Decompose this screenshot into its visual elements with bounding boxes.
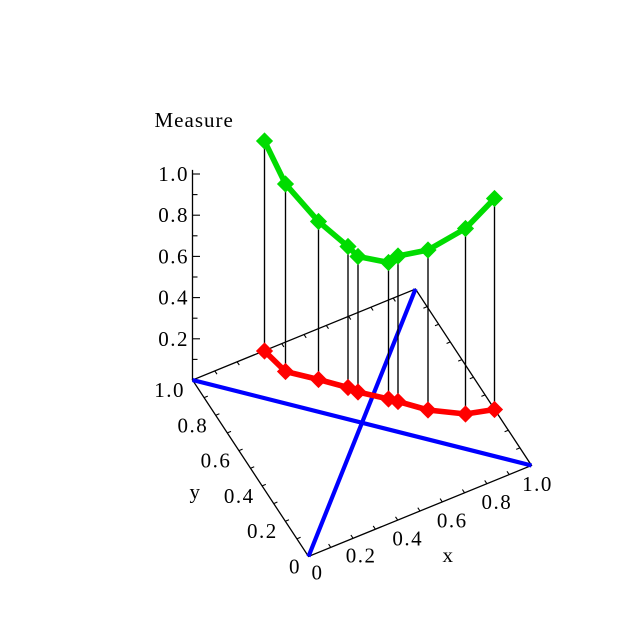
svg-text:0.2: 0.2 (158, 327, 189, 351)
svg-text:0.4: 0.4 (224, 484, 255, 508)
svg-text:0.4: 0.4 (158, 286, 189, 310)
svg-text:0.6: 0.6 (437, 508, 468, 532)
svg-text:0.6: 0.6 (158, 244, 189, 268)
svg-text:0.6: 0.6 (201, 449, 232, 473)
svg-text:0.2: 0.2 (247, 519, 278, 543)
svg-text:0.2: 0.2 (346, 543, 377, 567)
svg-text:Measure: Measure (155, 108, 234, 132)
svg-text:1.0: 1.0 (158, 162, 189, 186)
svg-text:1.0: 1.0 (154, 378, 185, 402)
svg-text:0.8: 0.8 (158, 203, 189, 227)
svg-text:0.8: 0.8 (177, 413, 208, 437)
svg-text:0: 0 (312, 561, 324, 585)
svg-text:1.0: 1.0 (522, 472, 553, 496)
svg-text:0.4: 0.4 (392, 527, 423, 551)
svg-text:y: y (190, 480, 202, 504)
svg-text:x: x (443, 543, 455, 567)
svg-text:0.8: 0.8 (482, 490, 513, 514)
svg-text:0: 0 (289, 555, 301, 579)
